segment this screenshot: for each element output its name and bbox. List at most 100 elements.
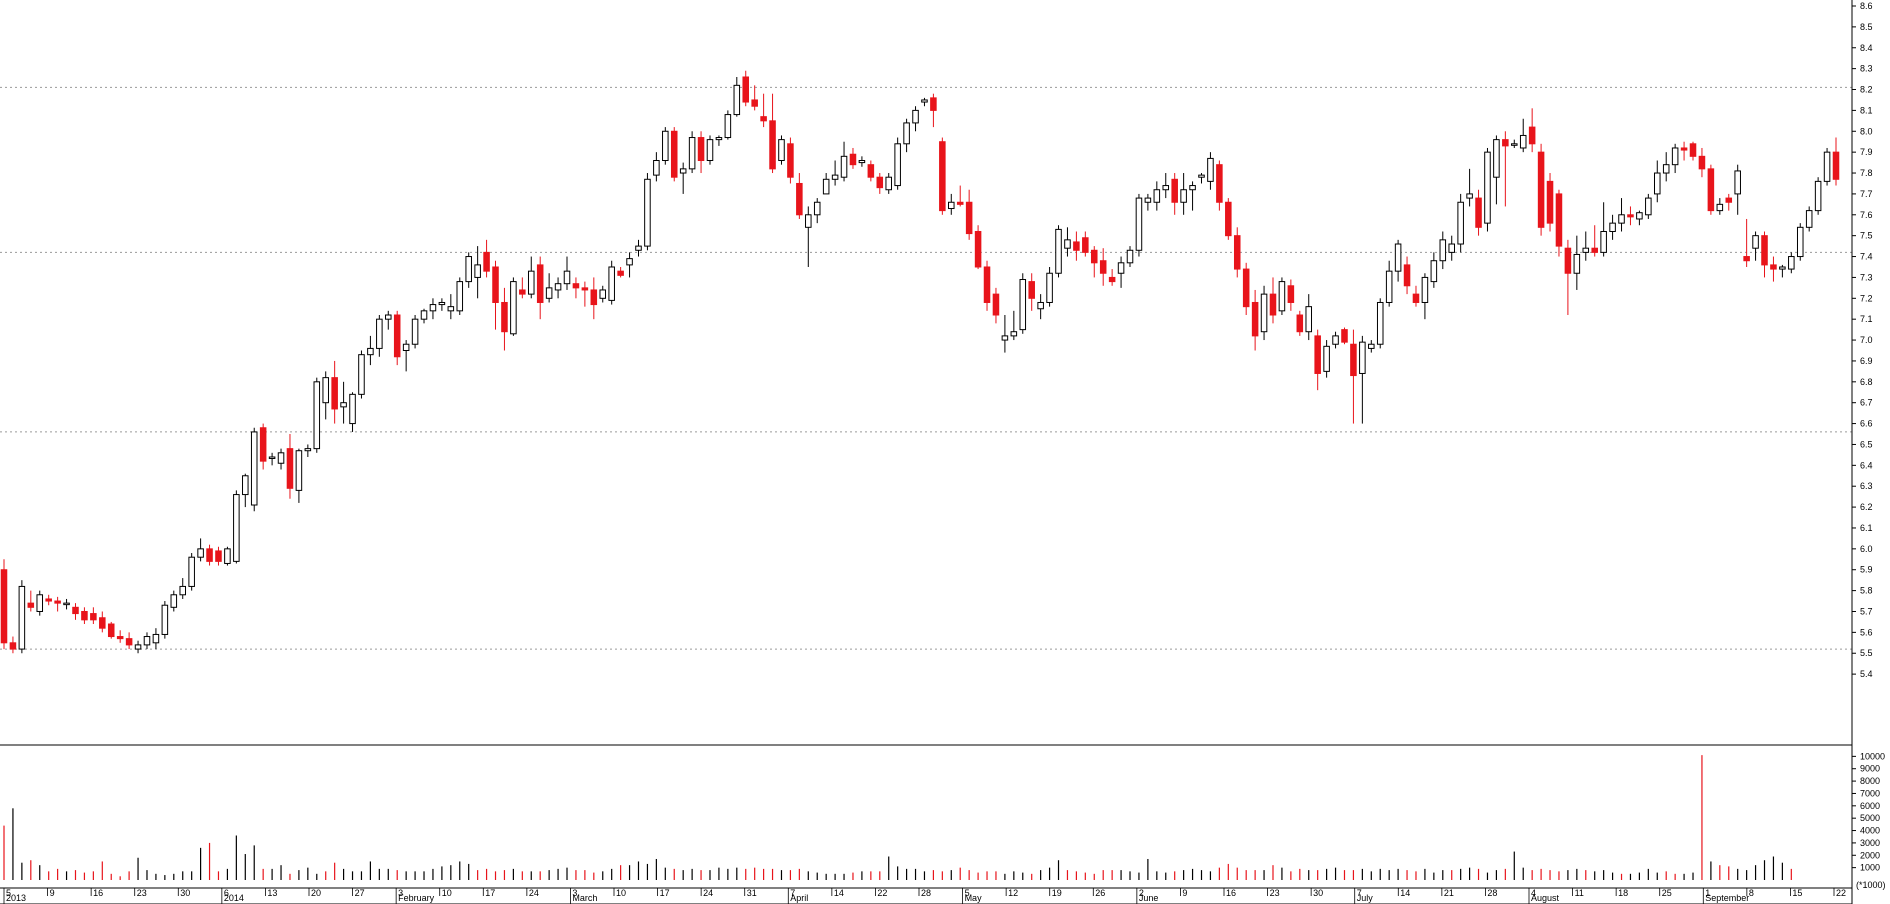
candle-body xyxy=(1260,293,1268,333)
candle-body xyxy=(1439,239,1447,262)
candle xyxy=(1385,260,1393,307)
time-period-label: July xyxy=(1357,893,1374,903)
candle xyxy=(769,93,776,174)
candle-body xyxy=(134,644,142,650)
candle-body xyxy=(1662,164,1670,174)
candle-body xyxy=(1341,329,1348,343)
candle-body xyxy=(563,270,571,285)
candle xyxy=(134,640,142,654)
candle-body xyxy=(1010,331,1018,337)
candle xyxy=(358,350,365,399)
candle xyxy=(724,110,732,140)
candle-body xyxy=(1216,164,1223,203)
candle-body xyxy=(447,306,455,312)
candle xyxy=(974,225,982,270)
volume-tick-label: 9000 xyxy=(1860,764,1880,774)
candle xyxy=(796,173,803,219)
candle-body xyxy=(1037,301,1044,310)
candle-body xyxy=(1385,270,1393,303)
candle-body xyxy=(367,347,374,356)
candle-body xyxy=(268,456,276,459)
candle xyxy=(224,546,231,566)
candle-body xyxy=(1207,157,1214,182)
candle-body xyxy=(921,99,928,103)
candle xyxy=(1305,294,1313,341)
candle xyxy=(1716,198,1724,215)
price-tick-label: 7.2 xyxy=(1860,293,1873,303)
candle xyxy=(1448,235,1455,261)
candle-body xyxy=(706,139,714,162)
candle xyxy=(1725,193,1733,211)
candle xyxy=(948,193,955,215)
candle xyxy=(429,298,437,320)
time-period-label: 2014 xyxy=(224,893,244,903)
candle-body xyxy=(787,143,794,178)
price-tick-label: 6.6 xyxy=(1860,419,1873,429)
price-tick-label: 6.5 xyxy=(1860,439,1873,449)
candle-body xyxy=(376,318,383,349)
candle xyxy=(1198,173,1205,184)
candle xyxy=(670,127,678,182)
price-axis-labels: 5.4 5.5 5.6 5.7 5.8 5.9 6.0 6.1 6.2 6.3 6.4 6.5 6.6 6… xyxy=(1852,1,1873,679)
candle xyxy=(1001,315,1009,353)
candle xyxy=(1439,231,1447,270)
candle xyxy=(1698,147,1706,178)
candle xyxy=(1269,277,1277,324)
candle-body xyxy=(831,174,839,180)
candle-body xyxy=(1671,147,1679,166)
candle xyxy=(1743,218,1750,267)
candle xyxy=(1609,214,1616,240)
candle xyxy=(331,360,338,424)
price-tick-label: 7.1 xyxy=(1860,314,1873,324)
time-day-label: 14 xyxy=(1400,888,1410,898)
candle xyxy=(1028,273,1035,311)
candle xyxy=(697,131,705,174)
candle-body xyxy=(385,314,392,320)
time-day-label: 14 xyxy=(834,888,844,898)
candle-body xyxy=(858,160,866,164)
candlestick-series xyxy=(0,70,1840,654)
time-day-label: 28 xyxy=(1487,888,1497,898)
candle xyxy=(295,448,303,503)
candle xyxy=(385,310,392,330)
candle-body xyxy=(1707,168,1715,212)
candle-body xyxy=(233,494,240,562)
candle-body xyxy=(1430,260,1438,283)
candle xyxy=(465,252,472,288)
candle xyxy=(510,277,517,336)
candle xyxy=(903,118,910,153)
time-day-label: 30 xyxy=(1313,888,1323,898)
candle-body xyxy=(760,116,767,122)
volume-tick-label: 2000 xyxy=(1860,850,1880,860)
candle xyxy=(1251,289,1259,351)
candle-body xyxy=(1376,301,1384,345)
candle-body xyxy=(1519,134,1527,149)
time-day-label: 5 xyxy=(965,888,970,898)
candle-body xyxy=(1350,343,1357,377)
candle-body xyxy=(1627,214,1634,218)
candle-body xyxy=(608,266,615,301)
candle-body xyxy=(1269,293,1277,316)
time-day-label: 7 xyxy=(790,888,795,898)
price-tick-label: 7.4 xyxy=(1860,252,1873,262)
candle xyxy=(1368,340,1375,353)
candle xyxy=(1457,193,1464,253)
candle xyxy=(1680,141,1688,161)
time-day-label: 3 xyxy=(572,888,577,898)
time-day-label: 16 xyxy=(1226,888,1236,898)
price-tick-label: 6.3 xyxy=(1860,481,1873,491)
candle-body xyxy=(1618,214,1625,224)
candle-body xyxy=(983,266,991,303)
candle xyxy=(170,590,178,612)
candle xyxy=(420,308,428,324)
candle xyxy=(1242,262,1250,316)
candle-body xyxy=(295,450,303,491)
candle xyxy=(268,452,276,466)
candle xyxy=(1421,273,1429,320)
candle-body xyxy=(1251,301,1259,337)
candle-body xyxy=(1403,264,1411,287)
candle xyxy=(921,97,928,107)
candle-body xyxy=(1242,268,1250,308)
candle-body xyxy=(1770,264,1777,270)
